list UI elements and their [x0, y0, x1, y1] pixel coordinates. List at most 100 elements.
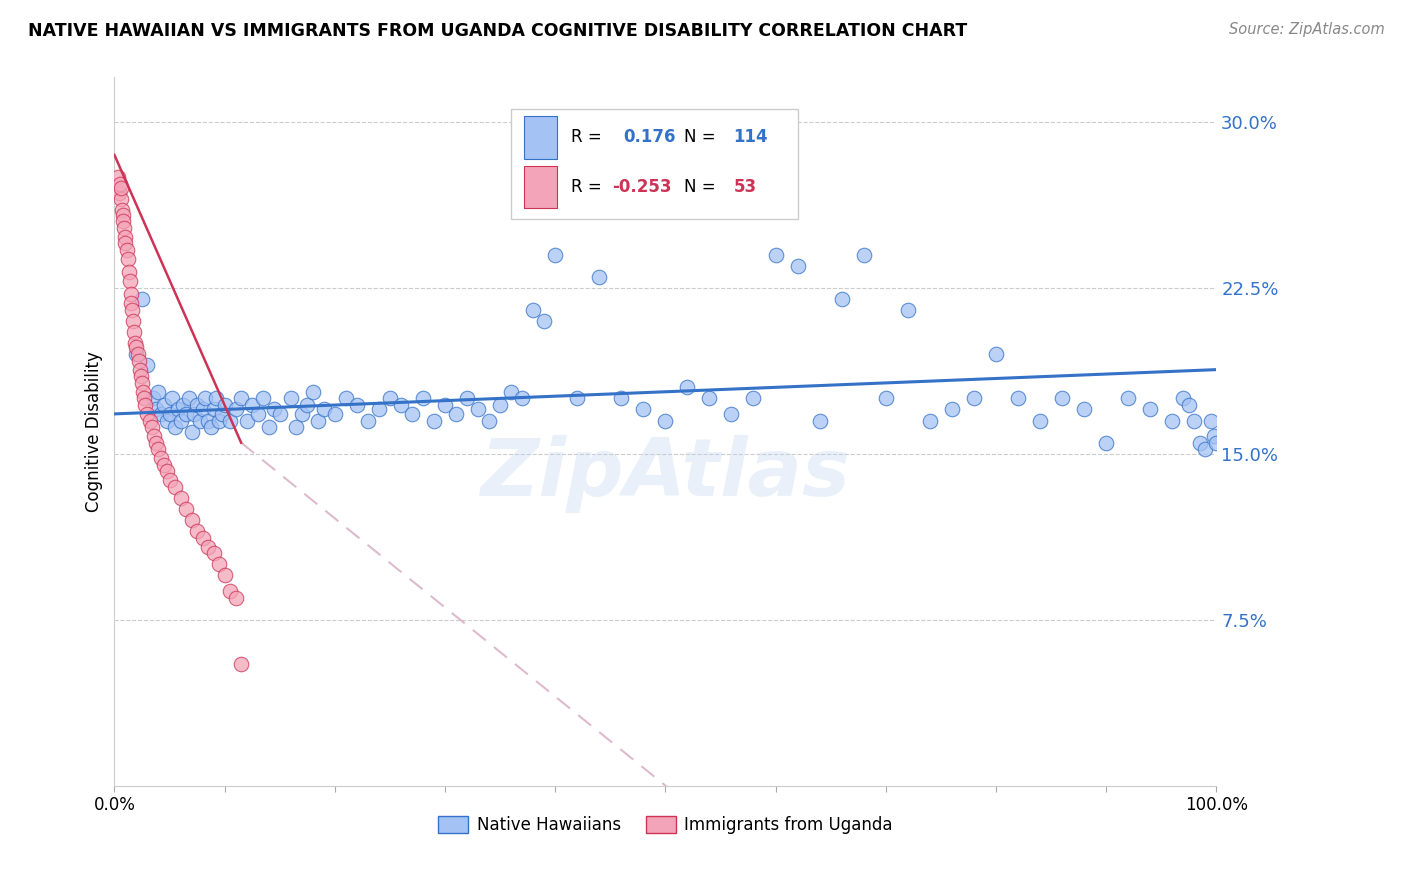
Point	[149, 407, 172, 421]
Point	[128, 353, 150, 368]
Point	[433, 398, 456, 412]
Point	[183, 407, 205, 421]
Point	[148, 442, 170, 457]
Point	[169, 413, 191, 427]
Point	[122, 314, 145, 328]
Point	[191, 402, 214, 417]
Point	[208, 558, 231, 572]
Point	[1073, 402, 1095, 417]
Point	[501, 384, 523, 399]
Point	[633, 402, 655, 417]
Point	[125, 341, 148, 355]
Point	[312, 402, 335, 417]
Point	[367, 402, 389, 417]
Point	[219, 584, 242, 599]
Point	[112, 221, 135, 235]
Point	[131, 376, 153, 390]
Point	[204, 392, 226, 406]
Point	[225, 402, 247, 417]
Point	[335, 392, 357, 406]
Text: 114: 114	[734, 128, 768, 146]
Point	[111, 203, 134, 218]
Point	[285, 420, 308, 434]
Point	[389, 398, 412, 412]
Point	[179, 392, 201, 406]
Point	[765, 247, 787, 261]
Point	[138, 413, 160, 427]
Point	[257, 420, 280, 434]
Point	[229, 657, 252, 671]
Point	[163, 480, 186, 494]
FancyBboxPatch shape	[524, 116, 557, 159]
Point	[489, 398, 512, 412]
Point	[240, 398, 263, 412]
Point	[219, 413, 242, 427]
Point	[136, 358, 159, 372]
Point	[120, 287, 142, 301]
Point	[122, 325, 145, 339]
Point	[1007, 392, 1029, 406]
Text: N =: N =	[685, 178, 716, 196]
Point	[478, 413, 501, 427]
Point	[121, 302, 143, 317]
Point	[145, 435, 167, 450]
Point	[136, 407, 159, 421]
Legend: Native Hawaiians, Immigrants from Uganda: Native Hawaiians, Immigrants from Uganda	[439, 816, 893, 834]
FancyBboxPatch shape	[524, 166, 557, 208]
Point	[186, 524, 208, 539]
Point	[194, 392, 217, 406]
Point	[190, 413, 212, 427]
Point	[1116, 392, 1139, 406]
Point	[108, 186, 131, 200]
Point	[142, 392, 165, 406]
Point	[1194, 442, 1216, 457]
Point	[225, 591, 247, 605]
Point	[202, 402, 225, 417]
FancyBboxPatch shape	[512, 110, 797, 219]
Point	[918, 413, 941, 427]
Point	[128, 362, 150, 376]
Point	[831, 292, 853, 306]
Point	[186, 398, 208, 412]
Point	[208, 413, 231, 427]
Point	[897, 302, 920, 317]
Point	[127, 347, 149, 361]
Point	[742, 392, 765, 406]
Point	[544, 247, 567, 261]
Point	[110, 192, 132, 206]
Point	[180, 513, 202, 527]
Point	[191, 531, 214, 545]
Point	[252, 392, 274, 406]
Point	[214, 398, 236, 412]
Point	[131, 292, 153, 306]
Point	[174, 407, 197, 421]
Point	[197, 413, 219, 427]
Point	[117, 252, 139, 266]
Point	[134, 398, 156, 412]
Point	[522, 302, 544, 317]
Point	[180, 425, 202, 439]
Text: Source: ZipAtlas.com: Source: ZipAtlas.com	[1229, 22, 1385, 37]
Point	[167, 402, 190, 417]
Point	[141, 420, 163, 434]
Point	[852, 247, 875, 261]
Point	[1173, 392, 1195, 406]
Point	[114, 229, 136, 244]
Point	[654, 413, 676, 427]
Point	[107, 169, 129, 184]
Point	[444, 407, 467, 421]
Point	[200, 420, 222, 434]
Point	[129, 369, 152, 384]
Point	[202, 546, 225, 560]
Point	[1205, 435, 1227, 450]
Point	[301, 384, 323, 399]
Y-axis label: Cognitive Disability: Cognitive Disability	[86, 351, 103, 512]
Point	[108, 177, 131, 191]
Point	[963, 392, 986, 406]
Point	[214, 568, 236, 582]
Point	[567, 392, 589, 406]
Text: R =: R =	[571, 178, 602, 196]
Point	[235, 413, 257, 427]
Point	[808, 413, 831, 427]
Point	[159, 473, 181, 487]
